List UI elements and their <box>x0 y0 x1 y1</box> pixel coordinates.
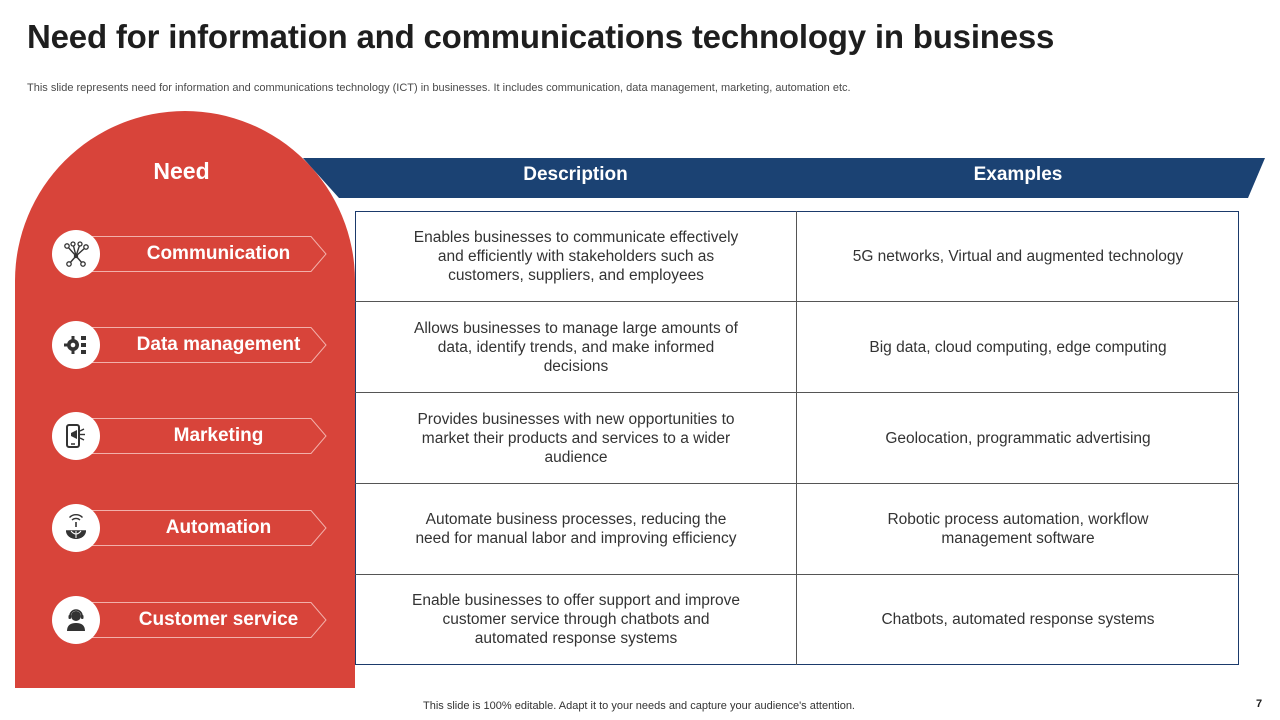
globe-signal-icon <box>52 504 100 552</box>
footer-note: This slide is 100% editable. Adapt it to… <box>423 700 855 712</box>
arrow-tab-shape <box>76 418 327 454</box>
row-divider <box>355 301 1239 302</box>
row-divider <box>355 483 1239 484</box>
table-cell-examples: Chatbots, automated response systems <box>881 611 1155 628</box>
need-item-label: Marketing <box>173 425 264 446</box>
table-cell-description: Allows businesses to manage large amount… <box>414 319 738 375</box>
table-cell-examples: Robotic process automation, workflow man… <box>887 511 1149 547</box>
network-icon <box>52 230 100 278</box>
need-item-customer-service[interactable]: Customer service <box>52 596 327 644</box>
need-item-marketing[interactable]: Marketing <box>52 412 327 460</box>
need-item-label: Communication <box>146 243 291 264</box>
row-divider <box>355 392 1239 393</box>
table-cell-description: Provides businesses with new opportuniti… <box>417 410 735 466</box>
slide-subtitle: This slide represents need for informati… <box>27 82 851 94</box>
table-cell-description: Automate business processes, reducing th… <box>415 511 737 547</box>
support-agent-icon <box>52 596 100 644</box>
need-item-label: Customer service <box>138 609 299 630</box>
header-examples: Examples <box>973 164 1063 185</box>
column-divider <box>796 211 797 665</box>
need-item-data-management[interactable]: Data management <box>52 321 327 369</box>
table-header-band <box>303 158 1265 198</box>
arrow-tab-shape <box>76 327 327 363</box>
table-cell-examples: Geolocation, programmatic advertising <box>885 429 1151 447</box>
need-heading: Need <box>153 158 210 184</box>
table-cell-description: Enables businesses to communicate effect… <box>413 229 739 284</box>
need-item-communication[interactable]: Communication <box>52 230 327 278</box>
need-item-label: Data management <box>136 334 301 355</box>
page-number: 7 <box>1256 698 1263 710</box>
arrow-tab-shape <box>76 236 327 272</box>
need-item-label: Automation <box>165 517 272 538</box>
need-panel <box>15 111 355 688</box>
ict-table <box>355 211 1239 665</box>
row-divider <box>355 574 1239 575</box>
table-cell-examples: 5G networks, Virtual and augmented techn… <box>852 248 1184 265</box>
table-cell-description: Enable businesses to offer support and i… <box>412 592 740 647</box>
slide-title: Need for information and communications … <box>27 18 1055 55</box>
arrow-tab-shape <box>76 510 327 546</box>
need-item-automation[interactable]: Automation <box>52 504 327 552</box>
header-description: Description <box>523 164 628 185</box>
table-cell-examples: Big data, cloud computing, edge computin… <box>869 338 1167 356</box>
mobile-megaphone-icon <box>52 412 100 460</box>
gear-data-icon <box>52 321 100 369</box>
arrow-tab-shape <box>76 602 327 638</box>
